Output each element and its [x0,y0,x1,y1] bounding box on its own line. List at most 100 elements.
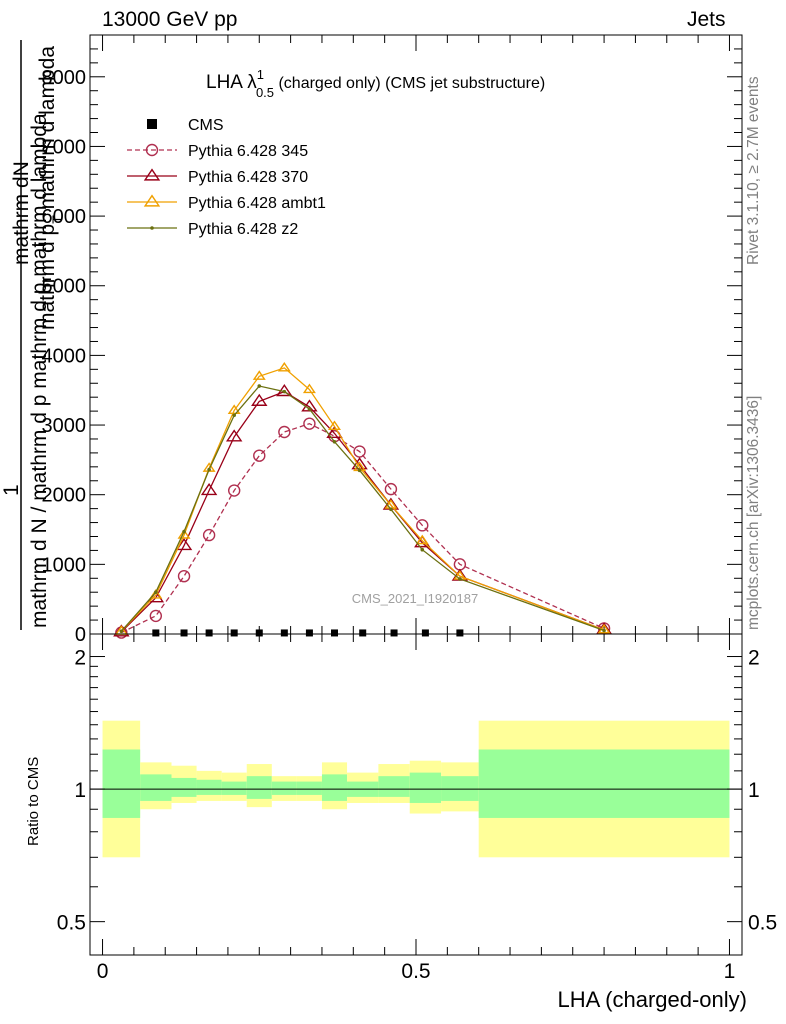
point-marker [202,528,216,542]
point-marker [415,534,429,545]
point-marker [257,384,262,388]
point-marker [182,529,186,534]
main-x-ticks [102,35,730,634]
point-marker [207,467,211,472]
y-tick-label: 0 [75,624,86,646]
point-marker [145,143,159,157]
ylabel-bottom: mathrm d N / mathrm d p mathrm d p mathr… [28,113,51,628]
legend-item: CMS [147,117,224,134]
point-marker [255,629,263,637]
point-marker [302,383,316,394]
legend-item: Pythia 6.428 345 [127,143,308,160]
main-title: LHA λ1 0.5 (charged only) (CMS jet substr… [206,67,545,100]
y-tick-label: 5000 [42,276,87,298]
point-marker [230,629,238,637]
legend: CMS Pythia 6.428 345 Pythia 6.428 370 Pythi… [127,117,326,238]
y-tick-label: 8000 [42,67,87,89]
main-panel: 0 1000 2000 3000 4000 5000 6000 7000 8000 CMS_20… [0,34,743,646]
point-marker [390,629,398,637]
ylabel-top2: mathrm d pT mathrm d lambda [36,46,65,330]
y-tick-label: 1000 [42,554,87,576]
point-marker [389,507,393,512]
y-tick-label: 3000 [42,415,87,437]
ratio-band-inner [441,776,479,801]
point-marker [152,629,160,637]
legend-label: Pythia 6.428 z2 [188,221,298,238]
ratio-y-tick-label: 1 [74,779,86,802]
point-marker [456,629,464,637]
ylabel-bottom-rest: mathrm d p mathrm d lambda [28,113,51,395]
series-line [120,367,605,632]
point-marker [282,389,287,394]
ratio-band-inner [246,776,272,799]
series-0 [152,629,464,637]
point-marker [177,529,191,539]
point-marker [227,404,241,415]
point-marker [147,119,157,129]
ratio-band-inner [221,781,247,795]
x-axis-label: LHA (charged-only) [557,987,747,1012]
y-tick-label: 2000 [42,485,87,507]
ratio-band-inner [196,779,222,795]
ratio-y-tick-label: 0.5 [57,912,86,935]
ratio-band-inner [271,781,297,795]
main-y-label: mathrm dN mathrm d pT mathrm d lambda 1 … [0,40,65,630]
ylabel-top2-rest: mathrm d lambda [36,46,59,216]
legend-item: Pythia 6.428 ambt1 [127,194,326,212]
point-marker [303,417,316,430]
point-marker [232,413,236,418]
point-marker [119,629,124,634]
point-marker [280,629,288,637]
point-marker [251,393,268,406]
ratio-band-inner [296,781,322,795]
point-marker [384,482,398,496]
point-marker [149,589,163,599]
point-marker [307,407,312,411]
point-marker [332,439,337,444]
ylabel-bottom-a: mathrm d N / mathrm d p [28,395,51,628]
point-marker [143,194,161,207]
point-marker [328,420,341,431]
ratio-band-inner [171,777,197,797]
point-marker [359,629,367,637]
ratio-y-tick-label-right: 2 [748,647,760,670]
legend-label: Pythia 6.428 345 [188,143,308,160]
y-tick-label: 7000 [42,136,87,158]
point-marker [252,370,266,380]
point-marker [143,168,161,181]
point-marker [227,484,241,497]
point-marker [180,629,188,637]
series-line [121,422,605,634]
title-sub: 0.5 [256,85,274,100]
title-rest: (charged only) (CMS jet substructure) [274,75,545,92]
point-marker [205,629,213,637]
point-marker [602,628,606,633]
ratio-y-tick-label-right: 1 [748,779,760,802]
ratio-band-inner [321,774,348,801]
point-marker [278,425,291,439]
ratio-band-inner [409,772,442,803]
series-layer [113,361,613,639]
ratio-band-inner [478,749,730,818]
ylabel-top2-a: mathrm d p [36,224,59,330]
ratio-y-ticks: 0.5 0.5 1 1 2 2 0 0.5 1 [57,647,777,983]
x-tick-label: 1 [724,960,736,983]
point-marker [253,449,266,462]
point-marker [305,629,313,637]
point-marker [420,547,425,552]
ratio-y-label: Ratio to CMS [25,757,42,846]
legend-label: CMS [188,117,224,134]
series-line [120,385,605,632]
main-y-ticks: 0 1000 2000 3000 4000 5000 6000 7000 8000 [42,34,742,646]
point-marker [225,429,243,442]
title-main: LHA λ [206,72,257,93]
header-right: Jets [687,8,726,31]
point-marker [357,468,362,473]
watermark: CMS_2021_I1920187 [352,591,479,606]
ratio-band-inner [378,776,410,797]
header-left: 13000 GeV pp [102,8,238,31]
point-marker [416,519,429,532]
point-marker [154,590,158,595]
legend-label: Pythia 6.428 ambt1 [188,195,326,212]
point-marker [149,609,163,623]
